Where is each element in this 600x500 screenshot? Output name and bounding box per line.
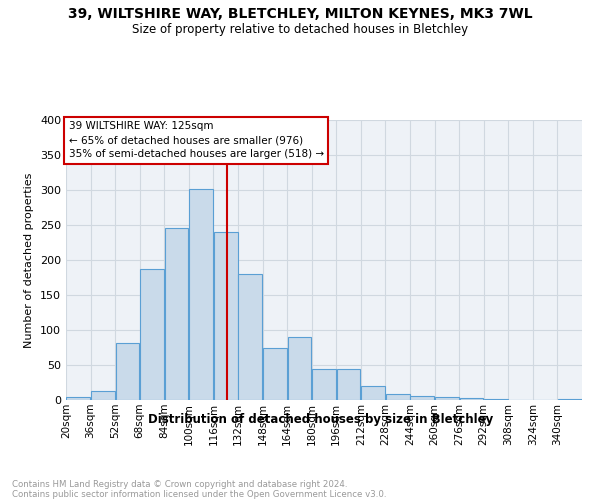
Bar (410, 396, 434, 400)
Text: 39 WILTSHIRE WAY: 125sqm
← 65% of detached houses are smaller (976)
35% of semi-: 39 WILTSHIRE WAY: 125sqm ← 65% of detach… (68, 122, 324, 160)
Text: Distribution of detached houses by size in Bletchley: Distribution of detached houses by size … (148, 412, 494, 426)
Text: Size of property relative to detached houses in Bletchley: Size of property relative to detached ho… (132, 22, 468, 36)
Bar (91, 391, 115, 400)
Bar (164, 228, 188, 400)
Bar (361, 386, 385, 400)
Bar (116, 344, 139, 400)
Bar (337, 369, 361, 400)
Bar (312, 369, 336, 400)
Bar (287, 337, 311, 400)
Bar (435, 396, 459, 400)
Bar (214, 232, 238, 400)
Text: Contains HM Land Registry data © Crown copyright and database right 2024.
Contai: Contains HM Land Registry data © Crown c… (12, 480, 386, 499)
Bar (263, 348, 287, 400)
Bar (67, 397, 90, 400)
Text: 39, WILTSHIRE WAY, BLETCHLEY, MILTON KEYNES, MK3 7WL: 39, WILTSHIRE WAY, BLETCHLEY, MILTON KEY… (68, 8, 532, 22)
Y-axis label: Number of detached properties: Number of detached properties (25, 172, 34, 348)
Bar (189, 190, 213, 400)
Bar (386, 394, 410, 400)
Bar (238, 274, 262, 400)
Bar (140, 269, 164, 400)
Bar (460, 398, 484, 400)
